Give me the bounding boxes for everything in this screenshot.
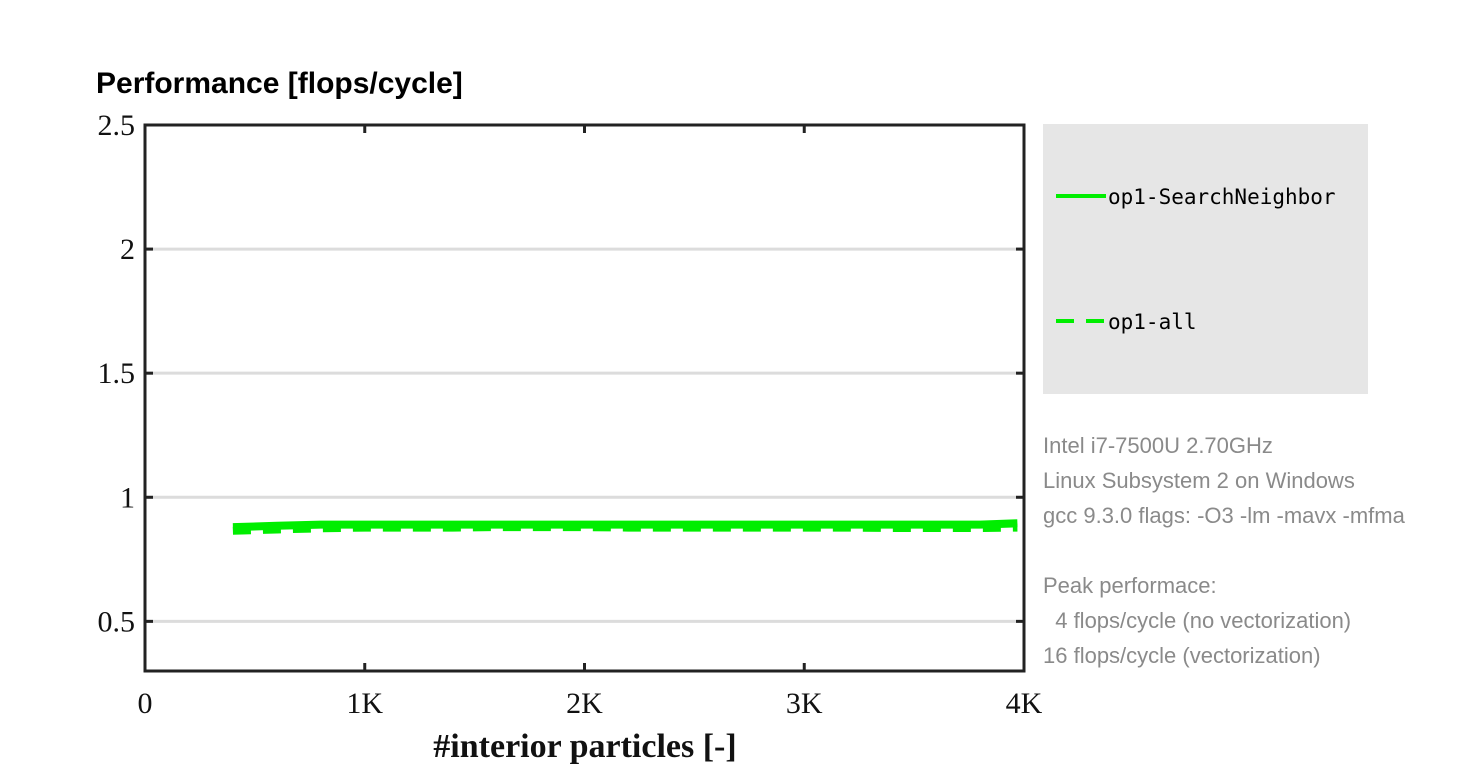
legend-label-searchneighbor: op1-SearchNeighbor	[1108, 185, 1336, 209]
x-axis-label: #interior particles [-]	[433, 728, 736, 765]
ytick-label-4: 2.5	[98, 109, 136, 142]
chart-title: Performance [flops/cycle]	[96, 67, 463, 100]
ytick-label-3: 2	[120, 233, 135, 266]
xtick-label-1: 1K	[346, 687, 383, 720]
info-line-peak-scalar: 4 flops/cycle (no vectorization)	[1043, 608, 1351, 633]
info-line-peak-vector: 16 flops/cycle (vectorization)	[1043, 643, 1321, 668]
ytick-label-0: 0.5	[98, 605, 136, 638]
plot-frame	[143, 123, 1026, 673]
system-info: Intel i7-7500U 2.70GHz Linux Subsystem 2…	[1043, 433, 1406, 668]
legend-box	[1043, 124, 1368, 394]
info-line-peak-title: Peak performace:	[1043, 573, 1217, 598]
ytick-label-2: 1.5	[98, 357, 136, 390]
series-line-op1-all	[232, 523, 1018, 535]
legend-label-all: op1-all	[1108, 310, 1197, 334]
axis-tick-labels: 0.5 1 1.5 2 2.5 0 1K 2K 3K 4K	[98, 109, 1043, 720]
info-line-cpu: Intel i7-7500U 2.70GHz	[1043, 433, 1273, 458]
xtick-label-0: 0	[138, 687, 153, 720]
plot-series	[232, 519, 1018, 535]
legend: op1-SearchNeighbor op1-all	[1043, 124, 1368, 394]
info-line-compiler: gcc 9.3.0 flags: -O3 -lm -mavx -mfma	[1043, 503, 1406, 528]
xtick-label-4: 4K	[1006, 687, 1043, 720]
axis-ticks	[143, 123, 1026, 671]
grid	[145, 247, 1024, 623]
ytick-label-1: 1	[120, 481, 135, 514]
xtick-label-3: 3K	[786, 687, 823, 720]
info-line-os: Linux Subsystem 2 on Windows	[1043, 468, 1355, 493]
xtick-label-2: 2K	[566, 687, 603, 720]
